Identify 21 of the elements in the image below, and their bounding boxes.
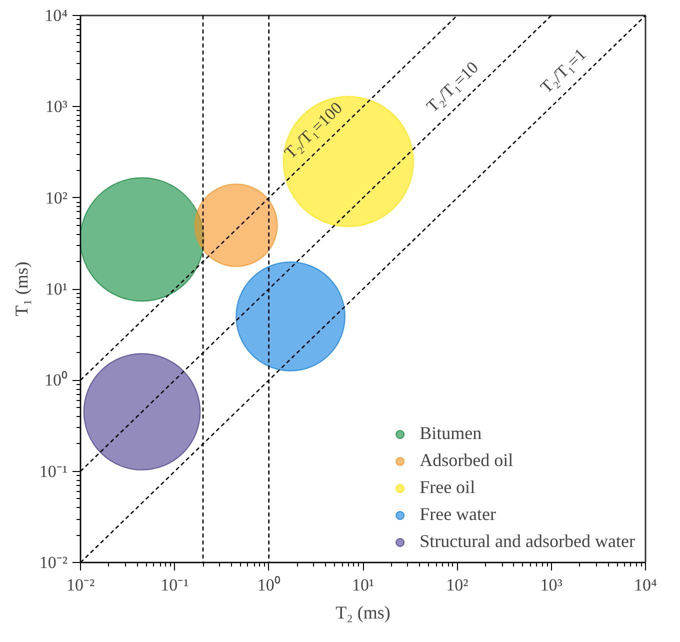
x-tick-label: 10⁻¹: [160, 576, 189, 594]
y-tick-label: 10⁻²: [39, 553, 68, 572]
legend-label: Free oil: [420, 477, 476, 498]
y-tick-label: 10⁴: [44, 6, 68, 25]
x-axis-title: T₂ (ms): [336, 602, 390, 622]
y-tick-label: 10²: [45, 188, 68, 208]
y-axis-title: T₁ (ms): [11, 262, 32, 316]
legend-label: Structural and adsorbed water: [420, 531, 635, 552]
legend-label: Bitumen: [420, 423, 482, 444]
x-tick-label: 10⁴: [634, 576, 658, 594]
y-tick-label: 10³: [45, 97, 68, 116]
x-tick-label: 10¹: [352, 576, 374, 594]
legend-label: Free water: [420, 504, 496, 525]
y-tick-label: 10⁻¹: [39, 462, 68, 481]
y-tick-label: 10⁰: [44, 370, 68, 390]
y-tick-label: 10¹: [45, 280, 68, 298]
x-tick-label: 10⁻²: [66, 576, 95, 594]
x-tick-label: 10²: [446, 576, 468, 594]
x-tick-label: 10³: [540, 576, 562, 594]
legend-label: Adsorbed oil: [420, 450, 514, 471]
x-tick-label: 10⁰: [257, 576, 280, 594]
